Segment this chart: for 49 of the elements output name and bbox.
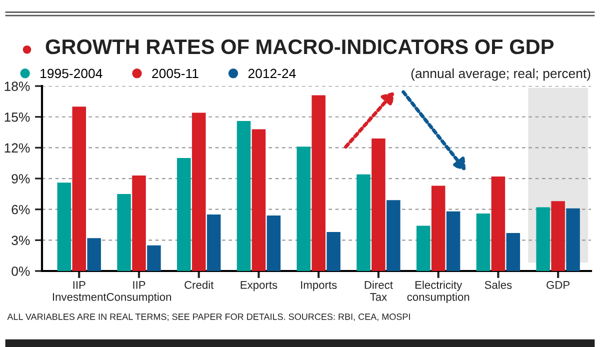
bar [192, 112, 206, 272]
bar [72, 106, 86, 272]
y-tick-label: 18% [4, 82, 30, 91]
y-tick-label: 6% [12, 204, 30, 214]
bar [87, 238, 101, 272]
x-tick-label: GDP [546, 281, 570, 289]
legend-label: 1995-2004 [40, 68, 102, 78]
chart-title: GROWTH RATES OF MACRO-INDICATORS OF GDP [46, 39, 554, 54]
bar [206, 214, 221, 272]
legend-label: 2012-24 [248, 68, 296, 78]
bar [386, 200, 400, 272]
chart-subtitle: (annual average; real; percent) [411, 68, 590, 81]
x-tick-label: Credit [184, 280, 214, 289]
bar [177, 158, 191, 272]
bar [117, 194, 131, 272]
x-tick-label: Direct Tax [364, 280, 393, 301]
bar [431, 186, 446, 272]
bar [312, 95, 326, 272]
bar [266, 216, 281, 272]
bar [252, 129, 266, 272]
bar [536, 207, 550, 272]
bar [296, 146, 311, 272]
bar [416, 226, 430, 272]
bar [566, 208, 580, 272]
x-tick-label: IIP Consumption [106, 281, 172, 304]
y-tick-label: 15% [4, 112, 30, 122]
bar [356, 174, 370, 272]
bar [326, 232, 340, 272]
bar [57, 182, 72, 272]
bar [236, 120, 251, 272]
bar [372, 138, 386, 272]
x-tick-label: Sales [484, 280, 512, 289]
bar [506, 232, 520, 272]
y-tick-label: 12% [4, 143, 30, 153]
y-tick-label: 0% [12, 266, 30, 276]
y-tick-label: 9% [12, 174, 30, 184]
y-tick-label: 3% [12, 236, 30, 246]
bar [446, 211, 460, 272]
text: ALL VARIABLES ARE IN REAL TERMS; SEE PAPER FOR DETAILS. SOURCES: RBI, CEA, MOSPI [7, 314, 410, 321]
bar [132, 175, 146, 272]
x-tick-label: Electricity consumption [407, 280, 470, 304]
legend-label: 2005-11 [152, 68, 198, 78]
x-tick-label: Exports [240, 281, 278, 292]
bar [551, 201, 565, 272]
bar [491, 176, 506, 272]
bar [147, 245, 161, 272]
x-tick-label: IIP Investment [52, 281, 106, 301]
bar [476, 213, 490, 272]
x-tick-label: Imports [301, 281, 337, 292]
